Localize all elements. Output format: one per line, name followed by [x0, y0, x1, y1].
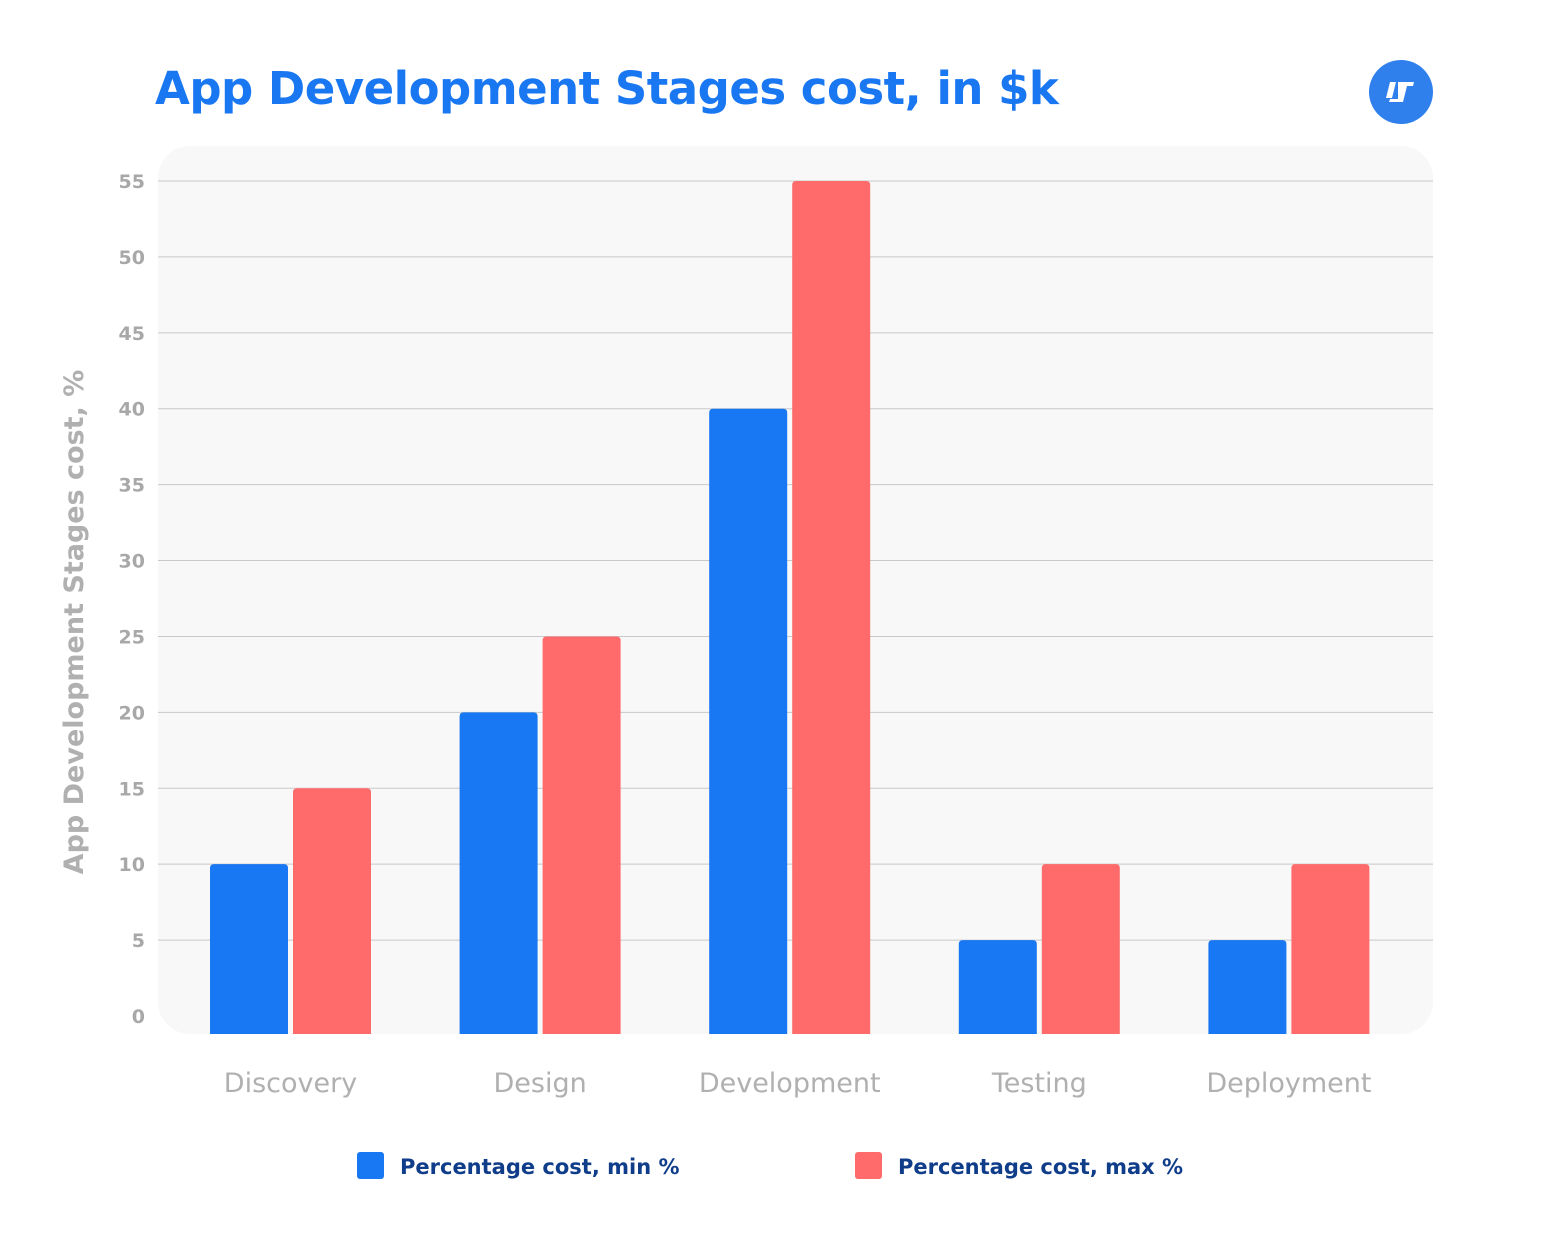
bar-min-development [709, 408, 788, 1034]
y-tick-label: 35 [119, 475, 145, 497]
y-tick-label: 15 [119, 778, 145, 800]
x-tick-label: Design [493, 1068, 586, 1099]
x-tick-label: Development [699, 1068, 881, 1099]
bar-min-design [459, 712, 538, 1034]
y-tick-label: 55 [119, 171, 145, 193]
y-tick-label: 30 [119, 551, 145, 573]
y-tick-label: 40 [119, 399, 145, 421]
y-tick-label: 25 [119, 626, 145, 648]
bar-max-discovery [293, 788, 371, 1034]
bar-max-development [792, 181, 871, 1034]
bar-max-deployment [1291, 864, 1370, 1034]
y-tick-label: 45 [119, 323, 145, 345]
bar-max-testing [1041, 864, 1120, 1034]
y-tick-label: 10 [119, 854, 145, 876]
y-tick-label: 5 [132, 930, 145, 952]
legend-label-min: Percentage cost, min % [400, 1155, 680, 1179]
legend-label-max: Percentage cost, max % [898, 1155, 1183, 1179]
bar-min-deployment [1208, 940, 1287, 1034]
x-tick-label: Testing [991, 1068, 1087, 1099]
bar-max-design [542, 636, 621, 1034]
legend-swatch-min [357, 1152, 384, 1179]
y-tick-label: 0 [132, 1006, 145, 1028]
y-tick-label: 50 [119, 247, 145, 269]
legend-swatch-max [855, 1152, 882, 1179]
y-tick-label: 20 [119, 702, 145, 724]
bar-min-testing [958, 940, 1037, 1034]
chart-title: App Development Stages cost, in $k [155, 62, 1059, 115]
x-tick-label: Discovery [224, 1068, 357, 1099]
y-axis-title: App Development Stages cost, % [59, 370, 90, 875]
x-tick-label: Deployment [1206, 1068, 1371, 1099]
brand-logo-icon [1369, 60, 1433, 124]
bar-min-discovery [210, 864, 288, 1034]
